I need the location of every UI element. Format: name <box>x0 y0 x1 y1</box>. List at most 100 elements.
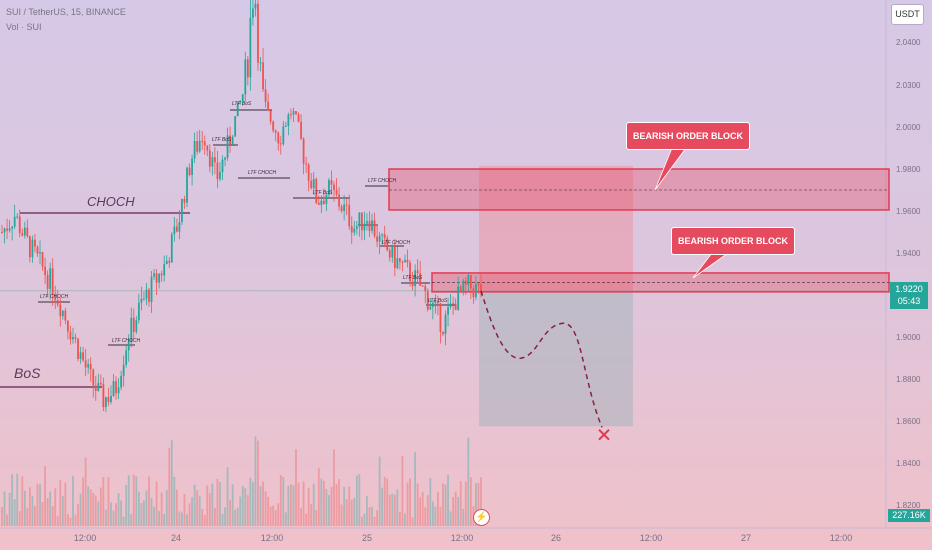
candle-body <box>467 275 470 285</box>
volume-bar <box>148 476 150 526</box>
volume-bar <box>132 474 135 526</box>
candle-body <box>191 158 193 176</box>
volume-bar <box>216 478 219 526</box>
volume-bar <box>170 440 173 526</box>
volume-bar <box>201 508 204 526</box>
volume-bar <box>186 514 188 526</box>
volume-bar <box>381 487 384 526</box>
bar-countdown: 05:43 <box>897 296 921 306</box>
candle-body <box>21 233 24 236</box>
choch-label: CHOCH <box>87 194 135 209</box>
currency-button[interactable]: USDT <box>891 4 924 25</box>
volume-bar <box>150 498 153 526</box>
volume-bar <box>3 491 6 526</box>
volume-bar <box>84 457 87 526</box>
volume-bar <box>61 496 64 526</box>
volume-bar <box>358 474 361 526</box>
candle-body <box>64 310 67 321</box>
y-tick-label: 1.8200 <box>896 501 921 510</box>
volume-bar <box>8 492 11 526</box>
lightning-icon[interactable]: ⚡ <box>473 509 490 526</box>
volume-bar <box>175 489 178 526</box>
bearish-order-block-callout-lower[interactable]: BEARISH ORDER BLOCK <box>671 227 796 255</box>
volume-bar <box>181 512 183 526</box>
volume-bar <box>193 484 196 526</box>
bearish-order-block-callout-upper[interactable]: BEARISH ORDER BLOCK <box>626 122 751 150</box>
candle-body <box>158 273 161 283</box>
volume-bar <box>411 517 414 526</box>
volume-bar <box>69 517 72 526</box>
volume-bar <box>41 501 44 526</box>
volume-bar <box>378 456 381 526</box>
volume-bar <box>264 491 267 526</box>
candle-body <box>8 228 11 231</box>
candle-body <box>264 89 267 102</box>
volume-bar <box>307 487 310 526</box>
candle-body <box>231 136 234 145</box>
volume-bar <box>94 495 97 526</box>
candle-body <box>160 273 163 276</box>
volume-bar <box>206 485 209 526</box>
candle-body <box>150 276 153 303</box>
candle-body <box>300 121 302 139</box>
volume-bar <box>137 491 140 526</box>
candle-body <box>28 236 31 258</box>
candle-body <box>79 352 82 360</box>
volume-bar <box>23 490 26 526</box>
volume-bar <box>36 483 39 526</box>
candle-body <box>368 221 371 231</box>
y-tick-label: 2.0000 <box>896 123 921 132</box>
candle-body <box>290 114 292 116</box>
candle-body <box>449 303 452 307</box>
candle-body <box>366 221 368 224</box>
candle-body <box>216 162 219 180</box>
ltf-label: LTF CHOCH <box>382 240 411 246</box>
candle-body <box>360 212 363 231</box>
volume-bar <box>188 503 191 526</box>
candle-body <box>188 167 191 176</box>
candle-body <box>132 317 135 332</box>
candle-body <box>170 234 173 263</box>
candle-body <box>340 206 343 212</box>
volume-bar <box>145 490 148 526</box>
volume-bar <box>429 478 432 526</box>
volume-bar <box>16 473 19 526</box>
volume-bar <box>13 499 16 526</box>
candle-body <box>469 275 472 289</box>
volume-bar <box>252 482 254 526</box>
candle-body <box>431 302 434 307</box>
candle-body <box>393 244 396 269</box>
volume-bar <box>18 511 21 526</box>
candle-body <box>269 110 272 122</box>
volume-bar <box>183 494 186 526</box>
volume-header: Vol · SUI <box>6 22 42 32</box>
volume-bar <box>211 483 214 526</box>
volume-bar <box>290 484 292 526</box>
y-tick-label: 2.0300 <box>896 81 921 90</box>
candle-body <box>198 140 201 152</box>
volume-bar <box>454 491 457 526</box>
volume-bar <box>366 496 368 526</box>
volume-bar <box>444 484 447 526</box>
candle-body <box>409 262 411 282</box>
candle-body <box>221 159 224 173</box>
candle-body <box>419 273 422 286</box>
volume-bar <box>416 483 419 526</box>
volume-bar <box>224 507 226 526</box>
candle-body <box>201 140 204 142</box>
volume-bar <box>259 486 262 526</box>
candle-body <box>343 204 346 212</box>
candle-body <box>277 132 280 144</box>
candle-body <box>322 200 325 204</box>
candle-body <box>459 286 462 292</box>
candle-body <box>122 364 125 376</box>
candle-body <box>421 285 424 287</box>
volume-bar <box>442 483 444 526</box>
candle-body <box>89 364 92 370</box>
candle-body <box>213 157 216 163</box>
volume-bar <box>475 483 477 526</box>
volume-bar <box>391 493 394 526</box>
volume-bar <box>462 508 465 526</box>
volume-bar <box>226 467 229 526</box>
